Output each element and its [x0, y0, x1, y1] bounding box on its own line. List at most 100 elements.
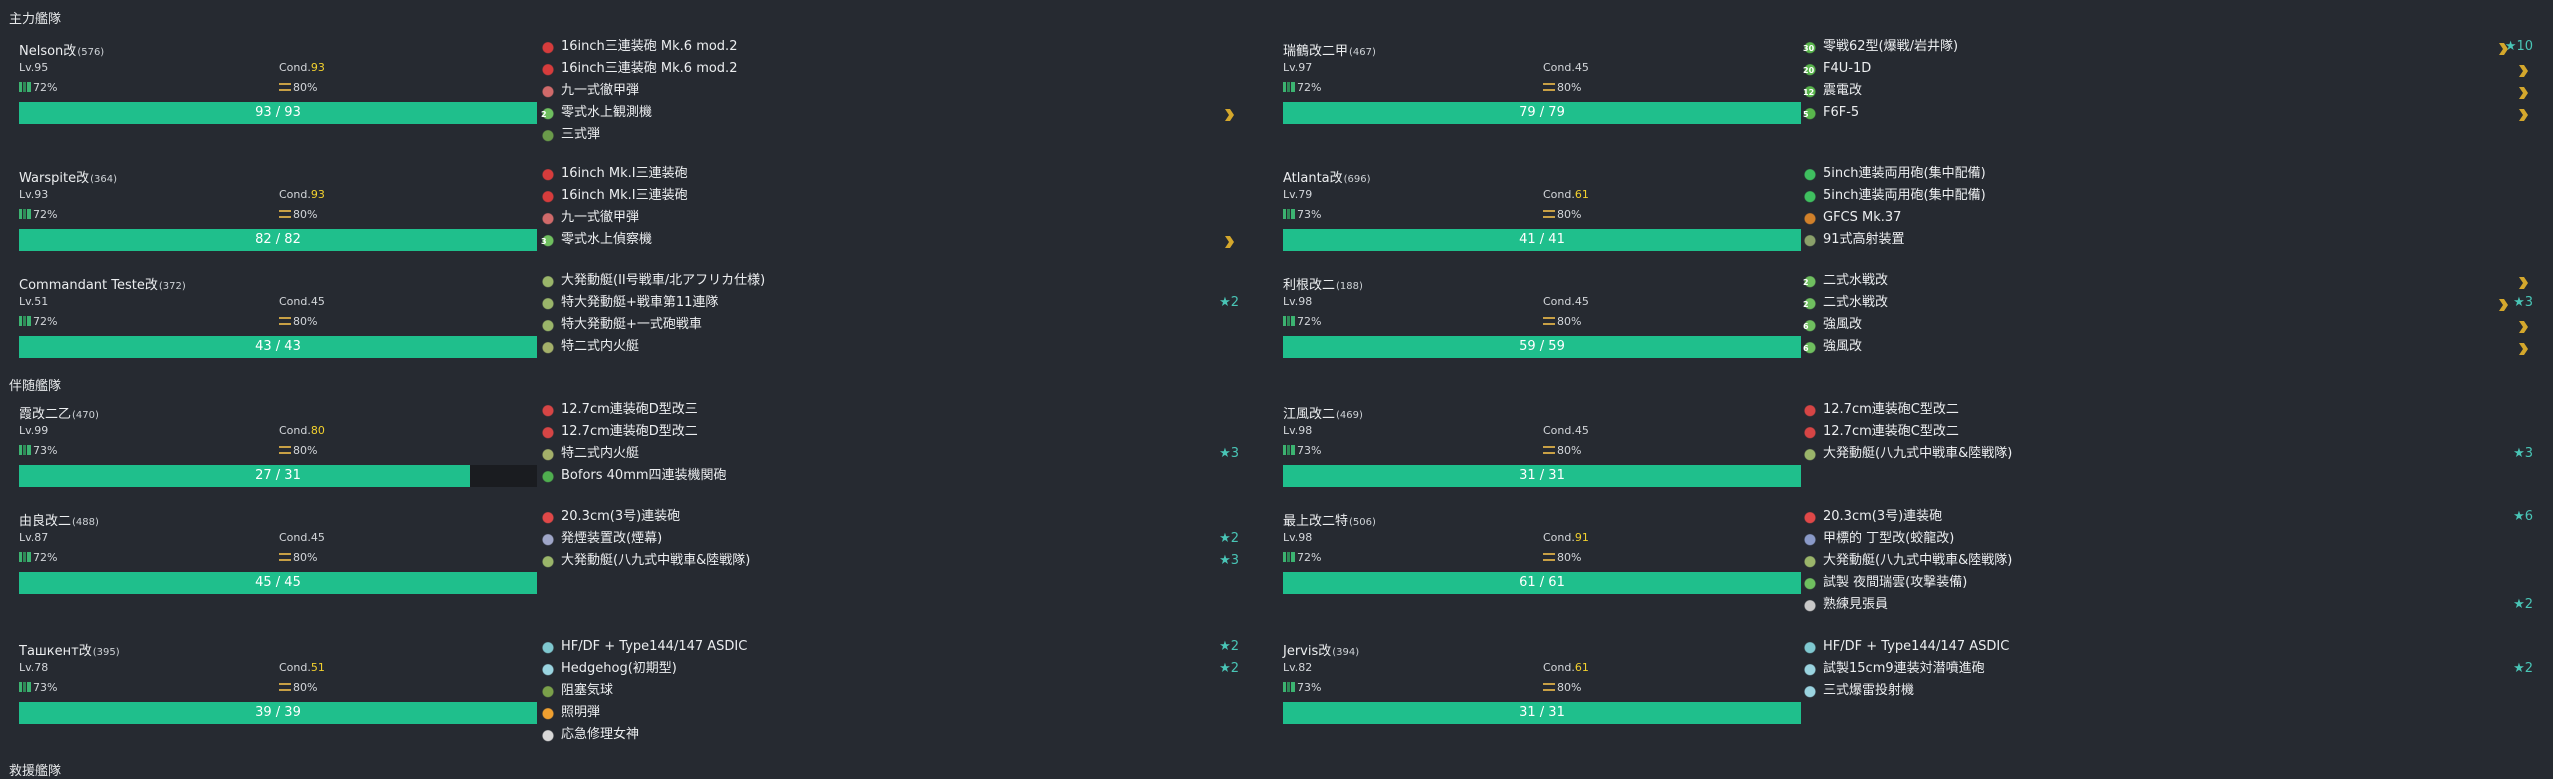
- equipment-item[interactable]: 12.7cm連装砲C型改二: [1803, 399, 2535, 421]
- equipment-item[interactable]: 30 零戦62型(爆戦/岩井隊) ★10: [1803, 36, 2535, 58]
- ship-cond: Cond.61: [1543, 188, 1589, 201]
- equipment-item[interactable]: HF/DF + Type144/147 ASDIC ★2: [541, 636, 1241, 658]
- ammo-value: 80%: [1557, 208, 1582, 221]
- equipment-item[interactable]: 2 二式水戦改: [1803, 270, 2535, 292]
- equipment-item[interactable]: 三式爆雷投射機: [1803, 680, 2535, 702]
- equipment-name: 九一式徹甲弾: [561, 83, 640, 98]
- equipment-name: 5inch連装両用砲(集中配備): [1823, 188, 1986, 203]
- equipment-item[interactable]: 甲標的 丁型改(蛟龍改): [1803, 528, 2535, 550]
- proficiency-chevron-icon: [1225, 234, 1234, 248]
- equipment-item[interactable]: 試製 夜間瑞雲(攻撃装備): [1803, 572, 2535, 594]
- seaplane-fighter-icon: [1803, 296, 1817, 310]
- equipment-item[interactable]: 12 震電改: [1803, 80, 2535, 102]
- equipment-item[interactable]: 3 零式水上偵察機: [541, 229, 1241, 251]
- equipment-item[interactable]: GFCS Mk.37: [1803, 207, 2535, 229]
- ammo-value: 80%: [1557, 81, 1582, 94]
- equipment-item[interactable]: 大発動艇(八九式中戦車&陸戦隊) ★3: [541, 550, 1241, 572]
- equipment-name: 三式爆雷投射機: [1823, 683, 1915, 698]
- equipment-item[interactable]: 照明弾: [541, 702, 1241, 724]
- improvement-star: ★2: [1219, 295, 1239, 310]
- equipment-item[interactable]: 6 強風改: [1803, 314, 2535, 336]
- hp-bar-fill: [19, 229, 537, 251]
- ship-card[interactable]: 江風改二(469) Lv.98 Cond.45 73% 80% 31 / 31: [1283, 403, 1803, 489]
- ammo-status: 80%: [279, 681, 317, 694]
- equipment-item[interactable]: 大発動艇(II号戦車/北アフリカ仕様): [541, 270, 1241, 292]
- ship-card[interactable]: Warspite改(364) Lv.93 Cond.93 72% 80% 82 / 82: [19, 167, 539, 253]
- equipment-list: 16inch Mk.I三連装砲 16inch Mk.I三連装砲 九一式徹甲弾 3 零式水…: [541, 163, 1241, 278]
- equipment-item[interactable]: 九一式徹甲弾: [541, 80, 1241, 102]
- equipment-item[interactable]: 12.7cm連装砲D型改三: [541, 399, 1241, 421]
- ammo-status: 80%: [279, 81, 317, 94]
- cond-label: Cond.: [1543, 295, 1575, 308]
- equipment-item[interactable]: 試製15cm9連装対潜噴進砲 ★2: [1803, 658, 2535, 680]
- ship-cond: Cond.45: [279, 531, 325, 544]
- equipment-item[interactable]: 特大発動艇+戦車第11連隊 ★2: [541, 292, 1241, 314]
- cond-value: 51: [310, 661, 325, 674]
- equipment-item[interactable]: 16inch Mk.I三連装砲: [541, 185, 1241, 207]
- equipment-list: 大発動艇(II号戦車/北アフリカ仕様) 特大発動艇+戦車第11連隊 ★2 特大発動艇+…: [541, 270, 1241, 385]
- ship-card[interactable]: 利根改二(188) Lv.98 Cond.45 72% 80% 59 / 59: [1283, 274, 1803, 360]
- equipment-item[interactable]: 20.3cm(3号)連装砲 ★6: [1803, 506, 2535, 528]
- seaplane-fighter-icon: [1803, 340, 1817, 354]
- equipment-item[interactable]: Bofors 40mm四連装機関砲: [541, 465, 1241, 487]
- ship-card[interactable]: Ташкент改(395) Lv.78 Cond.51 73% 80% 39 / 39: [19, 640, 539, 726]
- equipment-item[interactable]: Hedgehog(初期型) ★2: [541, 658, 1241, 680]
- ammo-status: 80%: [1543, 444, 1581, 457]
- equipment-item[interactable]: 5inch連装両用砲(集中配備): [1803, 163, 2535, 185]
- equipment-item[interactable]: 20.3cm(3号)連装砲: [541, 506, 1241, 528]
- ship-card[interactable]: Atlanta改(696) Lv.79 Cond.61 73% 80% 41 / 41: [1283, 167, 1803, 253]
- hp-bar-fill: [19, 336, 537, 358]
- hp-bar-fill: [1283, 102, 1801, 124]
- ship-card[interactable]: Jervis改(394) Lv.82 Cond.61 73% 80% 31 / 31: [1283, 640, 1803, 726]
- aa-gun-icon: [541, 469, 555, 483]
- equipment-list: HF/DF + Type144/147 ASDIC ★2 Hedgehog(初期型)…: [541, 636, 1241, 751]
- ship-name-text: Warspite改: [19, 171, 90, 186]
- equipment-item[interactable]: 三式弾: [541, 124, 1241, 146]
- seaplane-icon: [541, 233, 555, 247]
- fuel-value: 73%: [1297, 208, 1322, 221]
- ship-name: 瑞鶴改二甲(467): [1283, 40, 1376, 59]
- medium-gun-icon: [1803, 510, 1817, 524]
- ship-card[interactable]: 最上改二特(506) Lv.98 Cond.91 72% 80% 61 / 61: [1283, 510, 1803, 596]
- equipment-name: 12.7cm連装砲D型改三: [561, 402, 698, 417]
- equipment-item[interactable]: 91式高射装置: [1803, 229, 2535, 251]
- cond-value: 93: [310, 188, 325, 201]
- equipment-item[interactable]: 阻塞気球: [541, 680, 1241, 702]
- equipment-item[interactable]: 特大発動艇+一式砲戦車: [541, 314, 1241, 336]
- ship-name: Warspite改(364): [19, 167, 117, 186]
- ship-name-text: 利根改二: [1283, 278, 1336, 293]
- slot-count: 3: [541, 237, 547, 246]
- equipment-item[interactable]: 特二式内火艇 ★3: [541, 443, 1241, 465]
- equipment-item[interactable]: 16inch Mk.I三連装砲: [541, 163, 1241, 185]
- cond-value: 45: [1574, 61, 1589, 74]
- equipment-item[interactable]: 九一式徹甲弾: [541, 207, 1241, 229]
- equipment-name: F6F-5: [1823, 105, 1860, 120]
- ship-card[interactable]: 由良改二(488) Lv.87 Cond.45 72% 80% 45 / 45: [19, 510, 539, 596]
- equipment-item[interactable]: 12.7cm連装砲C型改二: [1803, 421, 2535, 443]
- equipment-item[interactable]: 発煙装置改(煙幕) ★2: [541, 528, 1241, 550]
- equipment-item[interactable]: 2 零式水上観測機: [541, 102, 1241, 124]
- ship-card[interactable]: Commandant Teste改(372) Lv.51 Cond.45 72% 80%…: [19, 274, 539, 360]
- equipment-item[interactable]: 応急修理女神: [541, 724, 1241, 746]
- equipment-item[interactable]: 5inch連装両用砲(集中配備): [1803, 185, 2535, 207]
- ammo-value: 80%: [293, 208, 318, 221]
- ship-card[interactable]: 瑞鶴改二甲(467) Lv.97 Cond.45 72% 80% 79 / 79: [1283, 40, 1803, 126]
- equipment-item[interactable]: 大発動艇(八九式中戦車&陸戦隊) ★3: [1803, 443, 2535, 465]
- equipment-item[interactable]: 大発動艇(八九式中戦車&陸戦隊): [1803, 550, 2535, 572]
- equipment-item[interactable]: 特二式内火艇: [541, 336, 1241, 358]
- ammo-icon: [1543, 683, 1555, 691]
- equipment-item[interactable]: 16inch三連装砲 Mk.6 mod.2: [541, 36, 1241, 58]
- equipment-item[interactable]: 5 F6F-5: [1803, 102, 2535, 124]
- ship-card[interactable]: Nelson改(576) Lv.95 Cond.93 72% 80% 93 / 93: [19, 40, 539, 126]
- equipment-item[interactable]: 20 F4U-1D: [1803, 58, 2535, 80]
- equipment-item[interactable]: 16inch三連装砲 Mk.6 mod.2: [541, 58, 1241, 80]
- hp-bar-fill: [19, 102, 537, 124]
- equipment-item[interactable]: 2 二式水戦改 ★3: [1803, 292, 2535, 314]
- ship-cond: Cond.45: [279, 295, 325, 308]
- ship-card[interactable]: 霞改二乙(470) Lv.99 Cond.80 73% 80% 27 / 31: [19, 403, 539, 489]
- equipment-item[interactable]: 6 強風改: [1803, 336, 2535, 358]
- equipment-item[interactable]: 熟練見張員 ★2: [1803, 594, 2535, 616]
- slot-count: 30: [1803, 44, 1815, 53]
- equipment-item[interactable]: HF/DF + Type144/147 ASDIC: [1803, 636, 2535, 658]
- equipment-item[interactable]: 12.7cm連装砲D型改二: [541, 421, 1241, 443]
